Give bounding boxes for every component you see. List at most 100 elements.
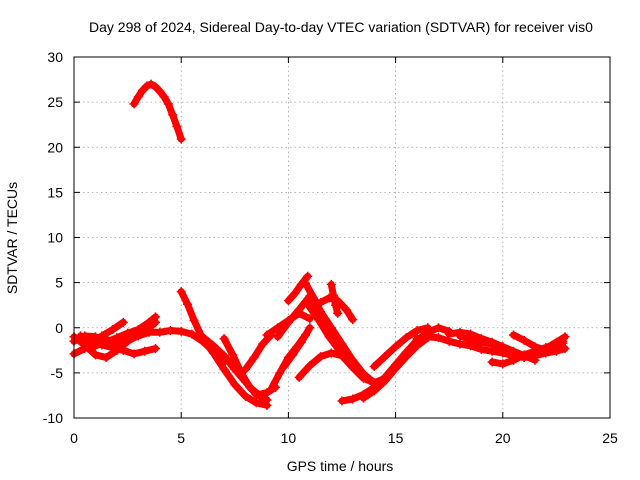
data-point: [316, 307, 326, 317]
data-point: [509, 355, 519, 365]
data-point: [560, 332, 570, 342]
data-point: [423, 323, 433, 333]
data-point: [530, 347, 540, 357]
tick-layer: 0 5 10 15 20 25 -10 -5 0 5 10 15 20 25 30: [43, 49, 618, 446]
data-point: [187, 329, 197, 339]
data-point: [326, 323, 336, 333]
data-point: [337, 396, 347, 406]
data-point: [138, 85, 148, 95]
data-point: [258, 339, 268, 349]
data-point: [324, 332, 334, 342]
x-tick-label-25: 25: [602, 430, 618, 446]
y-tick-label-0: 0: [55, 320, 63, 336]
data-point: [358, 393, 368, 403]
data-point: [163, 99, 173, 109]
data-point: [176, 326, 186, 336]
data-point: [348, 394, 358, 404]
data-point: [150, 344, 160, 354]
data-point: [228, 350, 238, 360]
data-point: [326, 348, 336, 358]
data-point: [133, 92, 143, 102]
y-tick-label-5: 5: [55, 275, 63, 291]
data-point: [108, 343, 118, 353]
data-point: [412, 334, 422, 344]
data-point: [296, 337, 306, 347]
data-point: [313, 315, 323, 325]
data-point: [249, 353, 259, 363]
data-point: [219, 364, 229, 374]
data-point: [333, 308, 343, 318]
data-point: [101, 353, 111, 363]
data-point: [75, 331, 85, 341]
data-point: [198, 332, 208, 342]
series-arc-14: [274, 292, 314, 341]
x-tick-label-20: 20: [495, 430, 511, 446]
data-point: [331, 300, 341, 310]
data-point: [341, 305, 351, 315]
data-point: [391, 342, 401, 352]
y-tick-label-15: 15: [47, 184, 63, 200]
data-point: [118, 345, 128, 355]
x-tick-label-15: 15: [388, 430, 404, 446]
data-point: [530, 355, 540, 365]
data-point: [230, 380, 240, 390]
data-point: [466, 334, 476, 344]
data-point: [123, 336, 133, 346]
data-point: [305, 314, 315, 324]
data-point: [380, 352, 390, 362]
data-point: [455, 339, 465, 349]
data-point: [168, 110, 178, 120]
data-point: [380, 376, 390, 386]
data-point: [316, 297, 326, 307]
data-point: [301, 279, 311, 289]
data-point: [150, 82, 160, 92]
series-arc-6: [177, 288, 271, 409]
data-point: [279, 362, 289, 372]
grid-layer: [74, 57, 610, 418]
data-point: [476, 337, 486, 347]
y-tick-label--5: -5: [51, 365, 64, 381]
data-point: [358, 373, 368, 383]
data-point: [176, 287, 186, 297]
data-point: [509, 346, 519, 356]
data-point: [219, 351, 229, 361]
data-point: [337, 339, 347, 349]
data-point: [97, 340, 107, 350]
data-point: [155, 327, 165, 337]
series-arc-high: [130, 80, 185, 143]
data-point: [348, 362, 358, 372]
data-point: [326, 279, 336, 289]
data-point: [133, 330, 143, 340]
data-point: [86, 336, 96, 346]
x-tick-label-0: 0: [70, 430, 78, 446]
y-tick-label-25: 25: [47, 94, 63, 110]
data-point: [165, 325, 175, 335]
y-tick-label-20: 20: [47, 139, 63, 155]
data-point: [303, 271, 313, 281]
data-point: [241, 391, 251, 401]
data-point: [172, 121, 182, 131]
data-point: [305, 293, 315, 303]
y-axis-label: SDTVAR / TECUs: [4, 182, 20, 294]
data-point: [183, 299, 193, 309]
data-point: [144, 323, 154, 333]
data-point: [509, 330, 519, 340]
data-point: [487, 339, 497, 349]
data-point: [159, 92, 169, 102]
data-point: [129, 349, 139, 359]
y-tick-label--10: -10: [43, 410, 63, 426]
y-tick-label-30: 30: [47, 49, 63, 65]
data-point: [498, 342, 508, 352]
data-point: [412, 325, 422, 335]
data-point: [391, 363, 401, 373]
data-point: [189, 316, 199, 326]
data-point: [369, 362, 379, 372]
data-point: [401, 352, 411, 362]
data-point: [90, 350, 100, 360]
data-point: [369, 386, 379, 396]
data-point: [433, 333, 443, 343]
data-point: [112, 333, 122, 343]
data-point: [328, 290, 338, 300]
data-point: [251, 398, 261, 408]
